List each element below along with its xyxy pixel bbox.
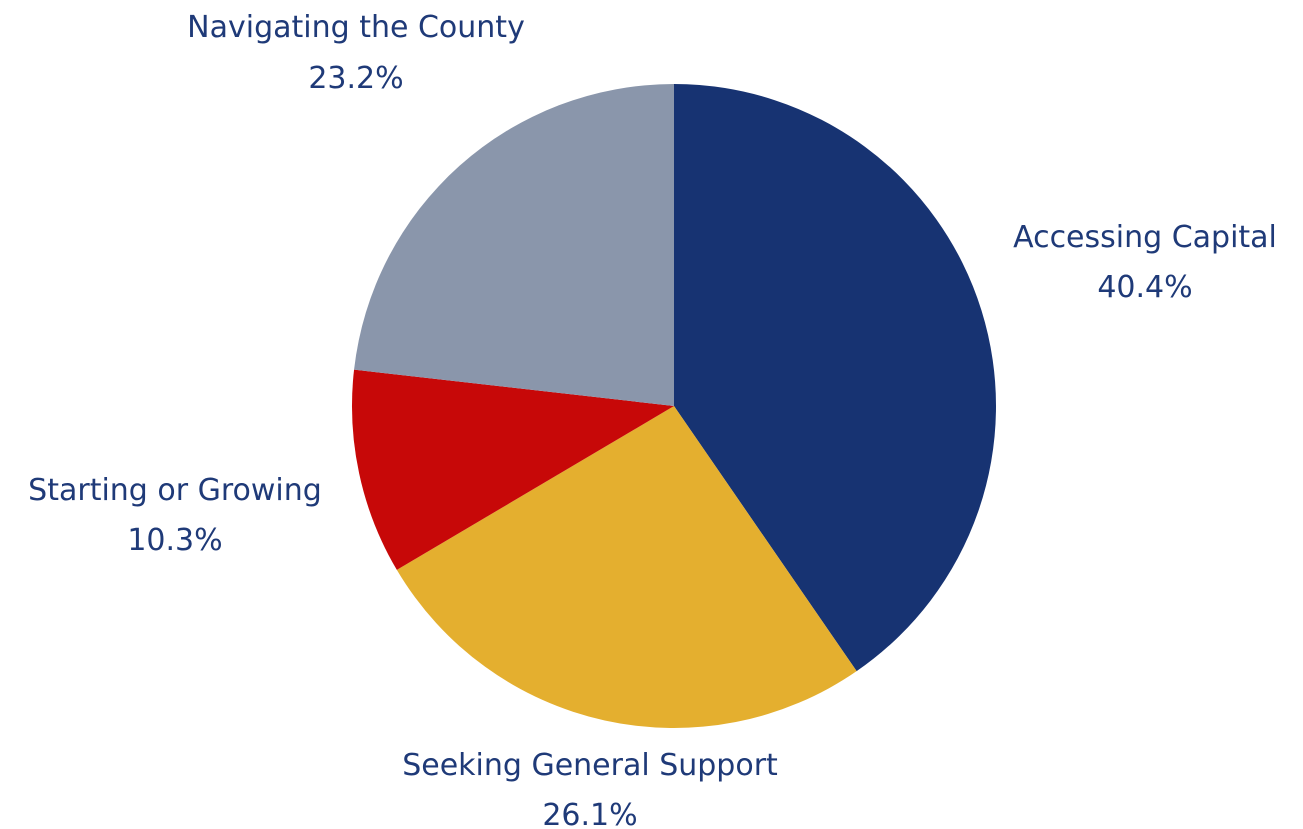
pie-slice-seeking-general-support — [396, 406, 857, 729]
pie-slices — [352, 83, 997, 729]
slice-value-label: 23.2% — [308, 61, 403, 96]
slice-name-label: Navigating the County — [187, 10, 525, 45]
pie-slice-navigating-the-county — [354, 84, 674, 406]
slice-labels: Accessing Capital 40.4% Seeking General Su… — [28, 10, 1277, 829]
slice-value-label: 40.4% — [1097, 270, 1192, 305]
slice-name-label: Accessing Capital — [1013, 220, 1277, 255]
slice-value-label: 26.1% — [542, 798, 637, 829]
slice-name-label: Seeking General Support — [402, 748, 778, 783]
slice-name-label: Starting or Growing — [28, 473, 322, 508]
slice-value-label: 10.3% — [127, 523, 222, 558]
pie-slice-accessing-capital — [674, 83, 997, 672]
pie-slice-starting-or-growing — [352, 369, 674, 570]
